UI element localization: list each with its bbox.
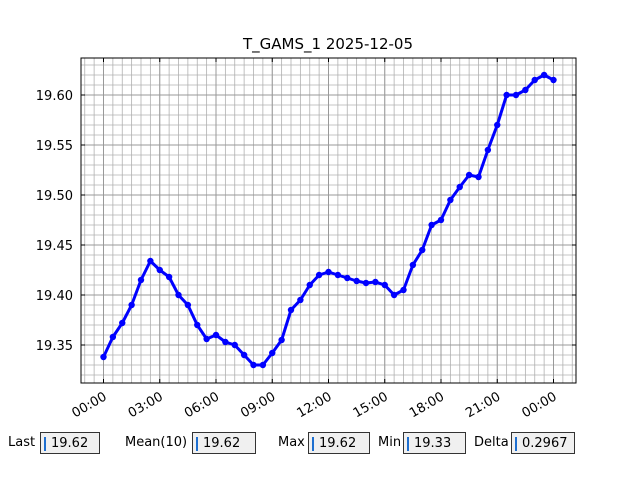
data-point [259, 361, 267, 369]
data-point [212, 331, 220, 339]
x-tick-label: 03:00 [126, 389, 166, 421]
data-point [278, 336, 285, 344]
data-point [400, 286, 407, 294]
data-point [240, 351, 248, 359]
data-point [297, 296, 304, 304]
field-label: Mean(10) [125, 435, 188, 450]
field-value[interactable]: 19.62 [308, 432, 370, 454]
y-tick-label: 19.45 [36, 239, 73, 254]
data-point [344, 274, 351, 282]
y-tick-label: 19.55 [36, 139, 73, 154]
data-point [119, 319, 126, 327]
field-value[interactable]: 0.2967 [511, 432, 575, 454]
data-point [409, 261, 417, 269]
data-point [456, 183, 463, 191]
axes-frame [80, 57, 577, 384]
data-point [465, 171, 473, 179]
y-tick-label: 19.35 [36, 339, 73, 354]
data-point [175, 291, 182, 299]
data-point [550, 76, 557, 84]
data-point [222, 338, 229, 346]
x-tick-label: 09:00 [238, 389, 278, 421]
data-point [531, 76, 538, 84]
data-point [231, 341, 238, 349]
x-tick-label: 18:00 [407, 389, 447, 421]
data-point [362, 279, 370, 287]
data-point [334, 271, 342, 279]
data-point [306, 281, 313, 289]
data-point [315, 271, 323, 279]
data-point [194, 321, 201, 329]
chart-title: T_GAMS_1 2025-12-05 [242, 35, 413, 54]
data-point [390, 291, 398, 299]
data-point [475, 173, 482, 181]
x-tick-label: 06:00 [182, 389, 222, 421]
y-tick-label: 19.60 [36, 89, 73, 104]
field-value[interactable]: 19.62 [192, 432, 256, 454]
data-point [156, 266, 163, 274]
data-point [184, 301, 192, 309]
field-label: Delta [474, 435, 509, 450]
data-point [147, 257, 154, 265]
field-value[interactable]: 19.62 [40, 432, 100, 454]
x-tick-label: 00:00 [520, 389, 560, 421]
data-point [503, 91, 510, 99]
data-point [109, 333, 117, 341]
chart: T_GAMS_1 2025-12-05 19.35 19.40 19.45 19.50… [36, 35, 577, 421]
data-point [419, 246, 426, 254]
data-point [494, 121, 501, 129]
field-label: Last [8, 435, 36, 450]
data-point [128, 301, 135, 309]
field-label: Min [378, 435, 402, 450]
x-tick-label: 12:00 [295, 389, 335, 421]
data-point [522, 86, 529, 94]
data-point [269, 349, 276, 357]
data-point [512, 91, 520, 99]
data-point [165, 273, 173, 281]
data-point [372, 278, 379, 286]
data-point [250, 361, 257, 369]
data-point [381, 281, 388, 289]
data-point [484, 146, 492, 154]
field-label: Max [278, 435, 305, 450]
x-tick-label: 21:00 [463, 389, 503, 421]
y-tick-label: 19.40 [36, 289, 73, 304]
data-point [100, 353, 107, 361]
x-tick-label: 00:00 [70, 389, 110, 421]
data-point [203, 335, 210, 343]
data-point [428, 221, 435, 229]
y-tick-label: 19.50 [36, 189, 73, 204]
data-point [540, 71, 548, 79]
data-point [447, 196, 454, 204]
field-value[interactable]: 19.33 [403, 432, 466, 454]
x-tick-label: 15:00 [351, 389, 391, 421]
data-point [287, 306, 295, 314]
data-point [325, 268, 332, 276]
data-point [137, 276, 145, 284]
data-point [437, 216, 445, 224]
data-point [353, 277, 360, 285]
